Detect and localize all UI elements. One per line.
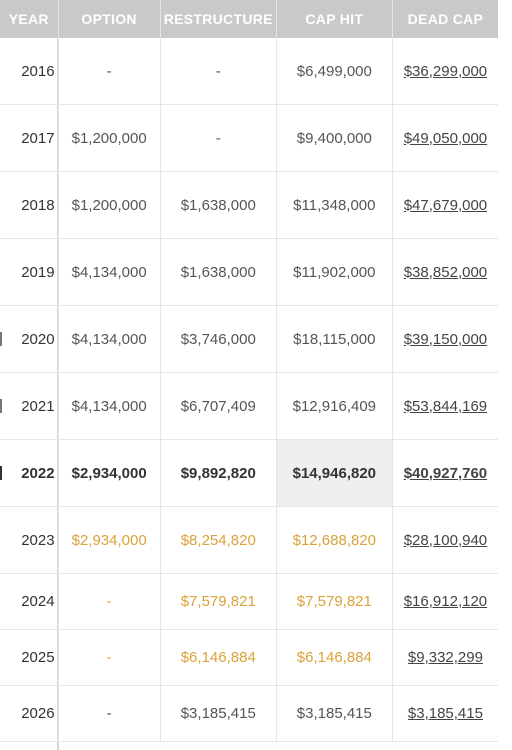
row-option: $1,200,000 [57, 172, 160, 238]
row-restructure: $7,579,821 [159, 574, 276, 629]
row-year: 2021 [21, 397, 55, 415]
row-restructure: $9,892,820 [159, 440, 276, 506]
row-cap-hit: $9,400,000 [275, 105, 392, 171]
row-restructure: - [159, 38, 276, 104]
row-option: - [57, 38, 160, 104]
row-restructure: $3,746,000 [159, 306, 276, 372]
row-cap-hit: $12,688,820 [275, 507, 392, 573]
row-option: - [57, 686, 160, 741]
row-dead-cap-link[interactable]: $53,844,169 [391, 373, 498, 439]
row-year: 2017 [21, 129, 55, 147]
row-year: 2026 [21, 705, 55, 722]
header-option: OPTION [57, 0, 160, 38]
row-dead-cap-link[interactable]: $3,185,415 [391, 686, 498, 741]
row-cap-hit: $6,146,884 [275, 630, 392, 685]
row-year: 2024 [21, 593, 55, 610]
header-restructure: RESTRUCTURE [159, 0, 276, 38]
row-dead-cap-link[interactable]: $36,299,000 [391, 38, 498, 104]
row-year: 2018 [21, 196, 55, 214]
table-row: 2016 - - $6,499,000 $36,299,000 [0, 38, 498, 105]
row-dead-cap-link[interactable]: $47,679,000 [391, 172, 498, 238]
row-option: $4,134,000 [57, 306, 160, 372]
row-year: 2023 [21, 531, 55, 549]
row-dead-cap-link[interactable]: $49,050,000 [391, 105, 498, 171]
row-cap-hit: $11,348,000 [275, 172, 392, 238]
row-dead-cap-link[interactable]: $40,927,760 [391, 440, 498, 506]
row-edge-marker [0, 399, 2, 413]
table-row: 2026 - $3,185,415 $3,185,415 $3,185,415 [0, 686, 498, 742]
table-header: YEAR OPTION RESTRUCTURE CAP HIT DEAD CAP [0, 0, 498, 38]
row-dead-cap-link[interactable]: $39,150,000 [391, 306, 498, 372]
header-year: YEAR [8, 11, 49, 27]
row-year: 2020 [21, 330, 55, 348]
row-dead-cap-link[interactable]: $9,332,299 [391, 630, 498, 685]
header-cap-hit: CAP HIT [275, 0, 392, 38]
table-row: 2020 $4,134,000 $3,746,000 $18,115,000 $… [0, 306, 498, 373]
row-restructure: $6,707,409 [159, 373, 276, 439]
row-restructure: $6,146,884 [159, 630, 276, 685]
row-option: $4,134,000 [57, 239, 160, 305]
table-row: 2017 $1,200,000 - $9,400,000 $49,050,000 [0, 105, 498, 172]
row-edge-marker [0, 332, 2, 346]
row-cap-hit: $7,579,821 [275, 574, 392, 629]
table-row-current: 2022 $2,934,000 $9,892,820 $14,946,820 $… [0, 440, 498, 507]
row-year: 2016 [21, 62, 55, 80]
row-option: $4,134,000 [57, 373, 160, 439]
row-restructure: $1,638,000 [159, 172, 276, 238]
table-row: 2023 $2,934,000 $8,254,820 $12,688,820 $… [0, 507, 498, 574]
row-dead-cap-link[interactable]: $28,100,940 [391, 507, 498, 573]
row-cap-hit: $3,185,415 [275, 686, 392, 741]
row-cap-hit: $12,916,409 [275, 373, 392, 439]
table-row: 2025 - $6,146,884 $6,146,884 $9,332,299 [0, 630, 498, 686]
row-cap-hit: $6,499,000 [275, 38, 392, 104]
row-edge-marker [0, 466, 2, 480]
row-restructure: $3,185,415 [159, 686, 276, 741]
row-option: $1,200,000 [57, 105, 160, 171]
row-cap-hit: $14,946,820 [275, 440, 392, 506]
row-option: $2,934,000 [57, 507, 160, 573]
table-row: 2018 $1,200,000 $1,638,000 $11,348,000 $… [0, 172, 498, 239]
row-dead-cap-link[interactable]: $38,852,000 [391, 239, 498, 305]
row-year: 2019 [21, 263, 55, 281]
row-cap-hit: $11,902,000 [275, 239, 392, 305]
row-restructure: $1,638,000 [159, 239, 276, 305]
table-row: 2019 $4,134,000 $1,638,000 $11,902,000 $… [0, 239, 498, 306]
row-option: - [57, 630, 160, 685]
table-row: 2021 $4,134,000 $6,707,409 $12,916,409 $… [0, 373, 498, 440]
row-dead-cap-link[interactable]: $16,912,120 [391, 574, 498, 629]
table-row: 2024 - $7,579,821 $7,579,821 $16,912,120 [0, 574, 498, 630]
row-year: 2025 [21, 649, 55, 666]
row-year: 2022 [21, 464, 55, 482]
row-option: - [57, 574, 160, 629]
right-page-edge [498, 0, 512, 750]
row-option: $2,934,000 [57, 440, 160, 506]
header-dead-cap: DEAD CAP [391, 0, 498, 38]
row-cap-hit: $18,115,000 [275, 306, 392, 372]
row-restructure: - [159, 105, 276, 171]
row-restructure: $8,254,820 [159, 507, 276, 573]
